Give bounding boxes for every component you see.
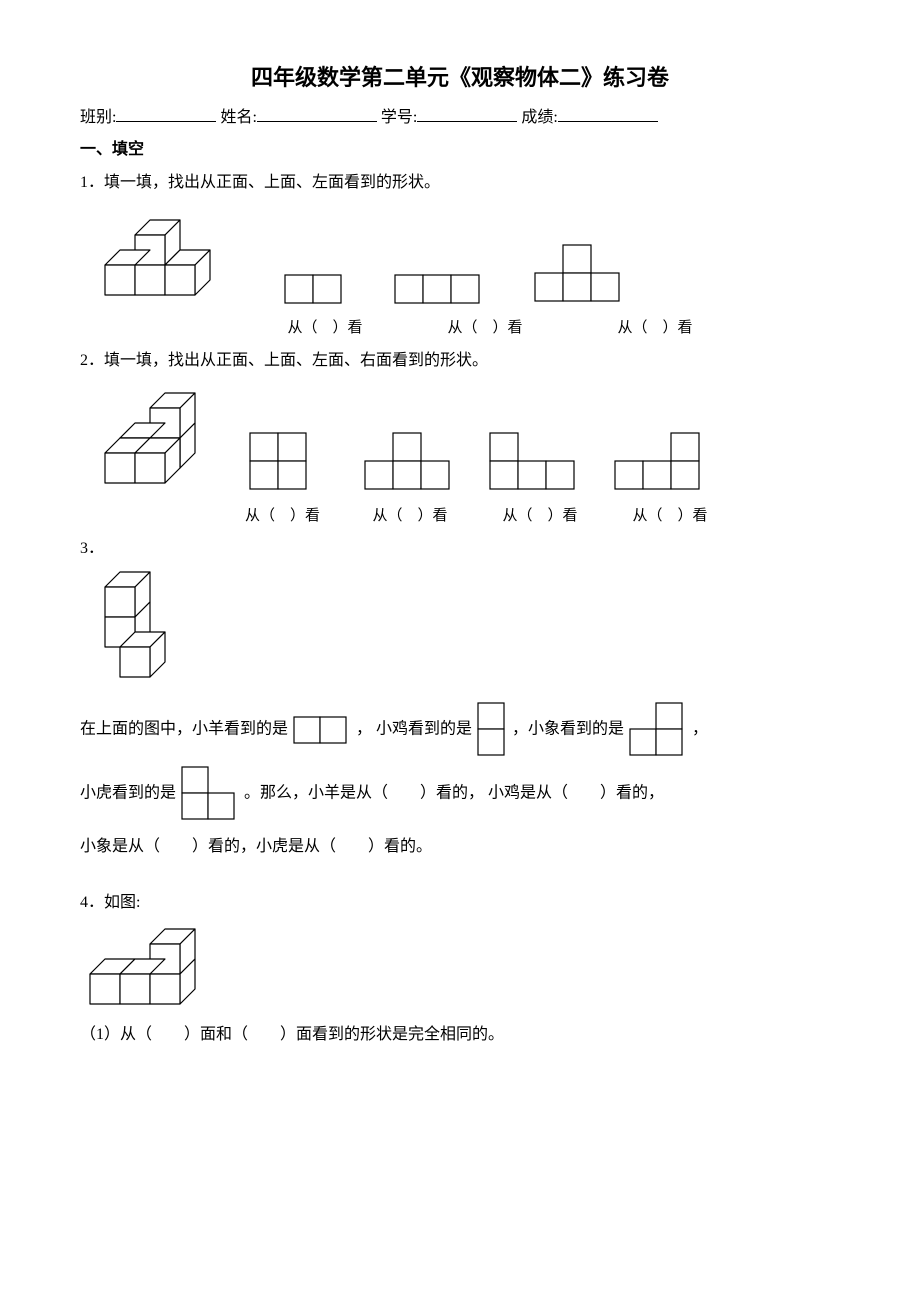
q2-caption-2: 从（ ）看: [360, 504, 460, 528]
question-1: 1．填一填，找出从正面、上面、左面看到的形状。: [80, 170, 840, 340]
q2-view-3: [485, 428, 585, 498]
q3-num: 3．: [80, 536, 840, 562]
id-label: 学号:: [381, 109, 417, 126]
q3-shape-sheep: [292, 715, 352, 745]
question-3: 3．: [80, 536, 840, 865]
q3-shape-elephant: [628, 701, 688, 759]
q1-view-1: [280, 270, 350, 310]
q1-figures-row: [80, 210, 840, 310]
q4-3d-figure: [80, 924, 230, 1014]
q2-figures-row: [80, 388, 840, 498]
q2-3d-figure: [80, 388, 220, 498]
q3-line1: 在上面的图中，小羊看到的是 ， 小鸡看到的是 ，小象看到的是 ，: [80, 701, 840, 759]
q3-shape-tiger: [180, 765, 240, 823]
question-2: 2．填一填，找出从正面、上面、左面、右面看到的形状。: [80, 348, 840, 528]
q3-line3: 小象是从（ ）看的，小虎是从（ ）看的。: [80, 829, 840, 864]
name-label: 姓名:: [220, 109, 256, 126]
q1-3d-figure: [80, 210, 240, 310]
q2-caption-4: 从（ ）看: [620, 504, 720, 528]
student-info-line: 班别: 姓名: 学号: 成绩:: [80, 105, 840, 131]
q1-caption-2: 从（ ）看: [430, 316, 540, 340]
q2-caption-3: 从（ ）看: [490, 504, 590, 528]
q1-view-3: [530, 240, 630, 310]
q2-view-4: [610, 428, 710, 498]
q2-view-2: [360, 428, 460, 498]
q1-view-2: [390, 270, 490, 310]
q2-caption-1: 从（ ）看: [235, 504, 330, 528]
question-4: 4．如图:: [80, 890, 840, 1047]
page-title: 四年级数学第二单元《观察物体二》练习卷: [80, 60, 840, 95]
q3-3d-figure: [80, 567, 190, 687]
q4-sub1: （1）从（ ）面和（ ）面看到的形状是完全相同的。: [80, 1022, 840, 1048]
q1-caption-1: 从（ ）看: [280, 316, 370, 340]
q4-text: 4．如图:: [80, 890, 840, 916]
q1-text: 1．填一填，找出从正面、上面、左面看到的形状。: [80, 170, 840, 196]
q3-shape-chicken: [476, 701, 508, 759]
q2-text: 2．填一填，找出从正面、上面、左面、右面看到的形状。: [80, 348, 840, 374]
q3-line2: 小虎看到的是 。那么，小羊是从（ ）看的， 小鸡是从（ ）看的，: [80, 765, 840, 823]
q1-caption-3: 从（ ）看: [600, 316, 710, 340]
section-1-heading: 一、填空: [80, 137, 840, 163]
class-label: 班别:: [80, 109, 116, 126]
score-label: 成绩:: [521, 109, 557, 126]
q2-view-1: [245, 428, 335, 498]
